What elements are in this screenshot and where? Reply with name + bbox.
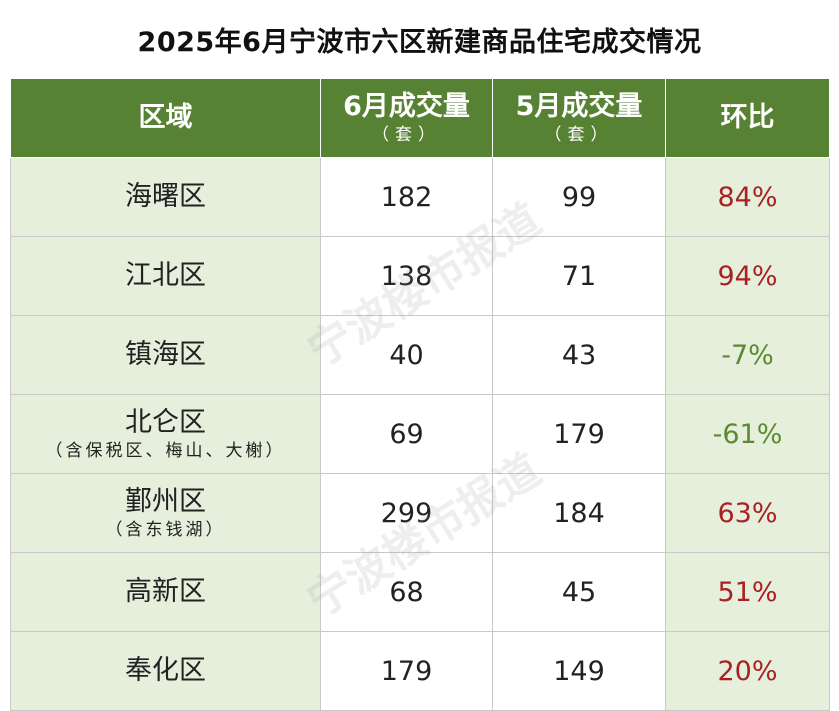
ratio-cell: 63% xyxy=(665,473,830,553)
region-cell: 高新区 xyxy=(10,552,321,632)
sales-table: 区域 6月成交量 （套） 5月成交量 （套） 环比 海曙区 182 99 84% 江北区… xyxy=(10,78,830,711)
june-volume-cell: 69 xyxy=(320,394,493,474)
table-row: 江北区 138 71 94% xyxy=(10,236,830,316)
region-name: 奉化区 xyxy=(125,655,206,686)
region-name: 江北区 xyxy=(125,260,206,291)
june-volume-cell: 68 xyxy=(320,552,493,632)
region-name: 高新区 xyxy=(125,576,206,607)
table-row: 海曙区 182 99 84% xyxy=(10,157,830,237)
may-volume-cell: 45 xyxy=(492,552,666,632)
may-volume-cell: 179 xyxy=(492,394,666,474)
may-volume-cell: 71 xyxy=(492,236,666,316)
ratio-cell: -7% xyxy=(665,315,830,395)
region-name: 鄞州区 xyxy=(125,486,206,517)
ratio-cell: 51% xyxy=(665,552,830,632)
region-note: （含保税区、梅山、大榭） xyxy=(45,441,286,461)
ratio-cell: -61% xyxy=(665,394,830,474)
header-may: 5月成交量 （套） xyxy=(492,78,666,158)
header-may-unit: （套） xyxy=(544,125,614,145)
ratio-cell: 20% xyxy=(665,631,830,711)
header-june-unit: （套） xyxy=(372,125,441,145)
ratio-cell: 94% xyxy=(665,236,830,316)
region-name: 海曙区 xyxy=(125,181,206,212)
may-volume-cell: 149 xyxy=(492,631,666,711)
region-cell: 海曙区 xyxy=(10,157,321,237)
region-cell: 奉化区 xyxy=(10,631,321,711)
june-volume-cell: 182 xyxy=(320,157,493,237)
table-row: 奉化区 179 149 20% xyxy=(10,631,830,711)
june-volume-cell: 138 xyxy=(320,236,493,316)
june-volume-cell: 299 xyxy=(320,473,493,553)
ratio-cell: 84% xyxy=(665,157,830,237)
may-volume-cell: 184 xyxy=(492,473,666,553)
page-title: 2025年6月宁波市六区新建商品住宅成交情况 xyxy=(137,26,702,58)
table-row: 镇海区 40 43 -7% xyxy=(10,315,830,395)
may-volume-cell: 43 xyxy=(492,315,666,395)
header-june: 6月成交量 （套） xyxy=(320,78,493,158)
region-cell: 镇海区 xyxy=(10,315,321,395)
region-cell: 鄞州区 （含东钱湖） xyxy=(10,473,321,553)
header-region: 区域 xyxy=(10,78,321,158)
may-volume-cell: 99 xyxy=(492,157,666,237)
june-volume-cell: 179 xyxy=(320,631,493,711)
table-row: 北仑区 （含保税区、梅山、大榭） 69 179 -61% xyxy=(10,394,830,474)
region-name: 北仑区 xyxy=(125,407,206,438)
region-cell: 江北区 xyxy=(10,236,321,316)
region-cell: 北仑区 （含保税区、梅山、大榭） xyxy=(10,394,321,474)
june-volume-cell: 40 xyxy=(320,315,493,395)
table-row: 高新区 68 45 51% xyxy=(10,552,830,632)
table-header-row: 区域 6月成交量 （套） 5月成交量 （套） 环比 xyxy=(10,78,830,158)
region-name: 镇海区 xyxy=(125,339,206,370)
table-row: 鄞州区 （含东钱湖） 299 184 63% xyxy=(10,473,830,553)
header-ratio: 环比 xyxy=(665,78,830,158)
region-note: （含东钱湖） xyxy=(105,520,226,540)
